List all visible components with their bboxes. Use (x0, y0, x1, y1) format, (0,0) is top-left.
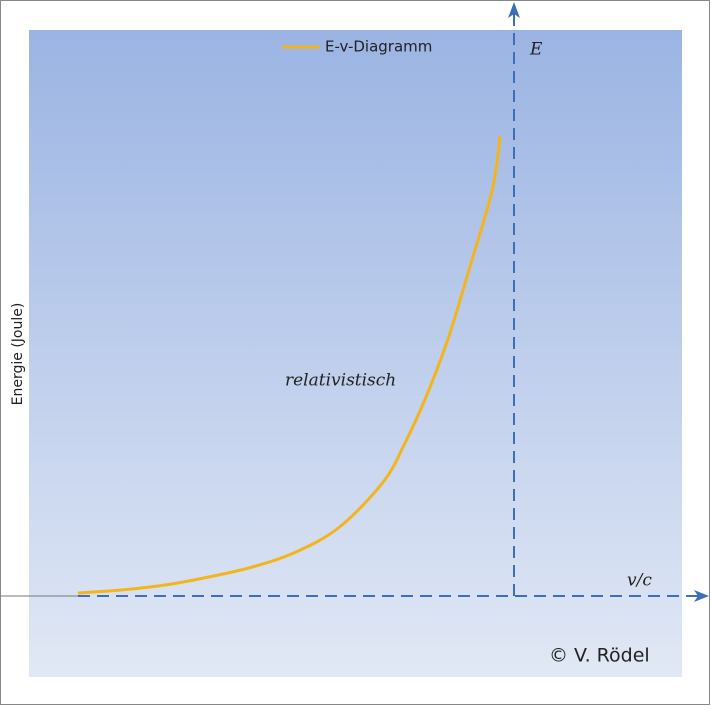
credit: © V. Rödel (549, 645, 650, 667)
x-arrow (694, 590, 709, 602)
x-axis-symbol: v/c (627, 571, 652, 591)
plot-area (29, 30, 682, 677)
legend-label: E-v-Diagramm (325, 38, 432, 56)
data-line (77, 135, 502, 595)
y-arrow (508, 2, 520, 18)
y-axis-label: Energie (Joule) (10, 303, 26, 406)
y-axis-symbol: E (529, 40, 543, 60)
annotation: relativistisch (285, 371, 396, 391)
